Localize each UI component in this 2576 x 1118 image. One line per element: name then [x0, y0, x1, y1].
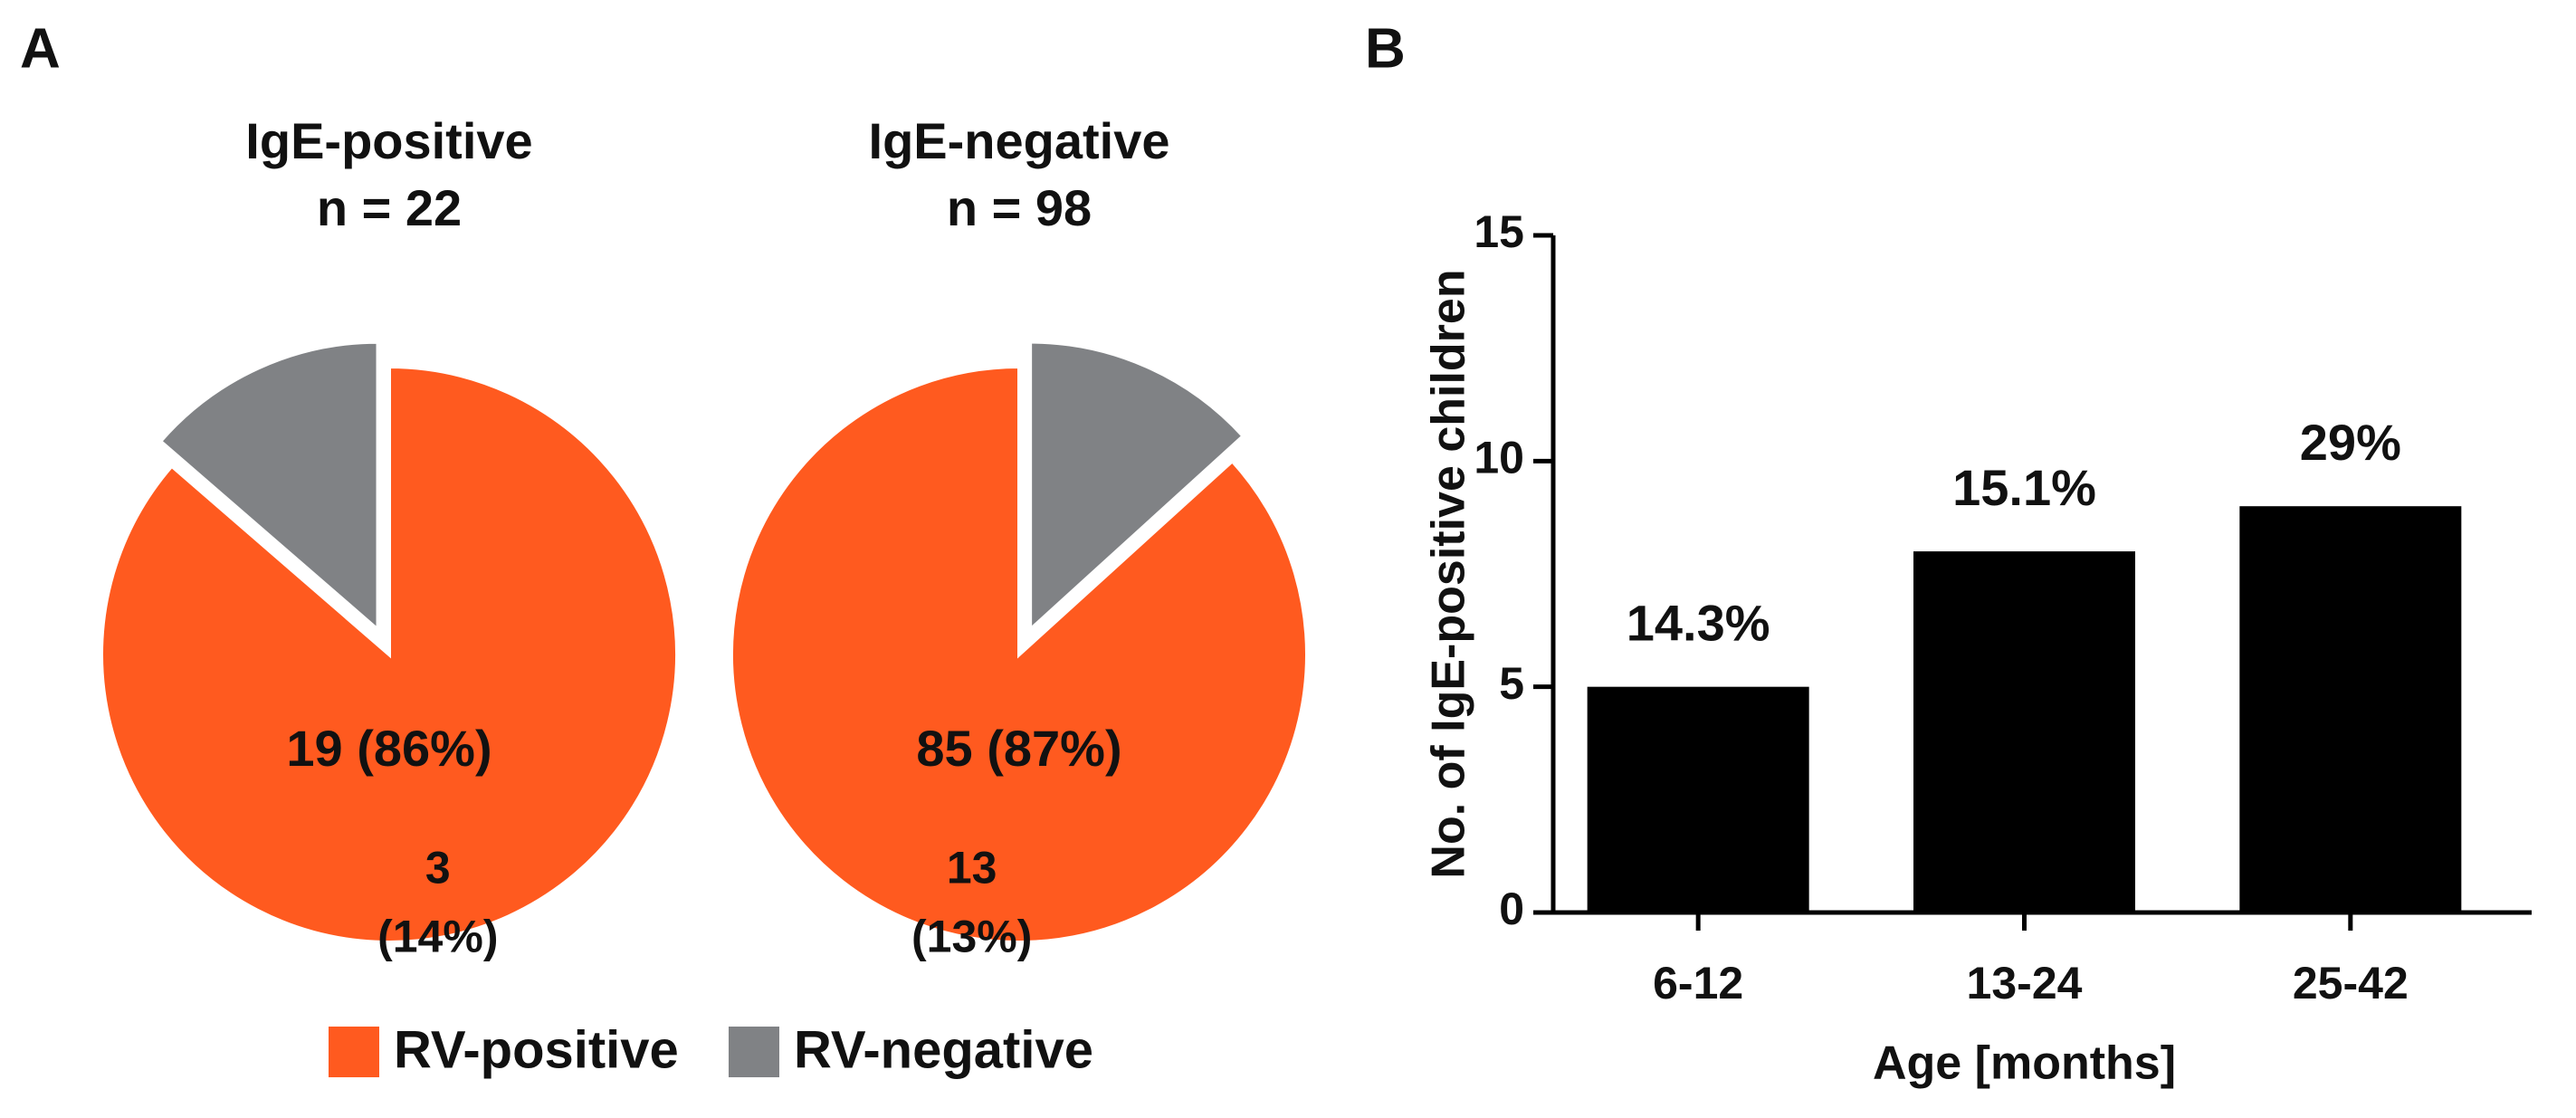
slice-label: 19 (86%)	[286, 720, 491, 777]
pie-subtitle: n = 98	[947, 179, 1092, 236]
y-tick-label: 10	[1474, 433, 1524, 483]
slice-label: 13	[947, 843, 997, 893]
panel-label: A	[20, 17, 61, 80]
pie-slice	[1028, 339, 1246, 635]
x-tick-label: 13-24	[1967, 958, 2083, 1008]
x-axis-label: Age [months]	[1873, 1037, 2176, 1090]
bar	[1913, 551, 2135, 913]
x-tick-label: 6-12	[1653, 958, 1743, 1008]
bar-annotation: 29%	[2300, 414, 2401, 471]
bar-annotation: 15.1%	[1952, 459, 2096, 516]
bar	[1587, 686, 1809, 913]
slice-label: (13%)	[911, 912, 1032, 962]
bar	[2239, 506, 2462, 913]
pie-subtitle: n = 22	[317, 179, 462, 236]
panel-label: B	[1365, 17, 1406, 80]
legend-swatch	[729, 1027, 779, 1077]
y-tick-label: 0	[1499, 884, 1524, 934]
pie-slice	[100, 364, 679, 944]
bar-annotation: 14.3%	[1627, 594, 1770, 651]
slice-label: 85 (87%)	[916, 720, 1121, 777]
slice-label: 3	[425, 842, 451, 893]
pie-title: IgE-positive	[245, 112, 532, 169]
x-tick-label: 25-42	[2293, 958, 2409, 1008]
pie-slice	[730, 364, 1309, 944]
pie-slice	[157, 339, 380, 635]
legend-swatch	[329, 1027, 379, 1077]
pie-title: IgE-negative	[869, 112, 1170, 169]
y-tick-label: 5	[1499, 658, 1524, 709]
legend-label: RV-negative	[794, 1020, 1093, 1079]
y-axis-label: No. of IgE-positive children	[1423, 269, 1475, 878]
slice-label: (14%)	[377, 911, 498, 961]
legend-label: RV-positive	[394, 1020, 679, 1079]
y-tick-label: 15	[1474, 206, 1524, 257]
